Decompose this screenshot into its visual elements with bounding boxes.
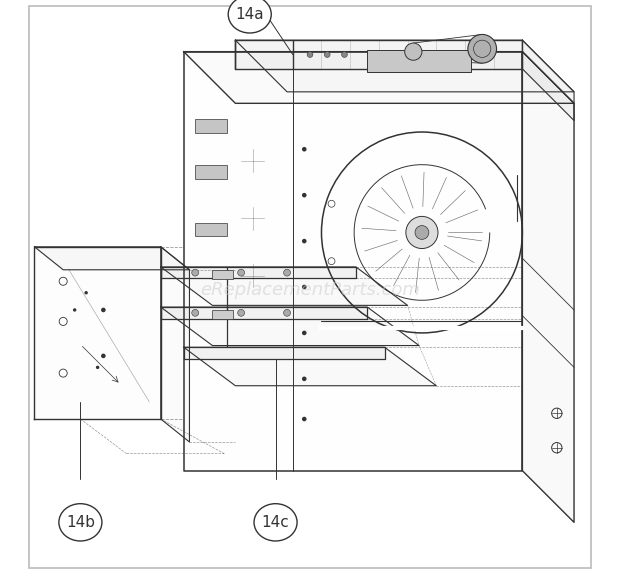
Bar [195, 223, 227, 236]
Bar [195, 165, 227, 179]
Ellipse shape [468, 34, 497, 63]
Circle shape [302, 239, 306, 243]
Ellipse shape [254, 504, 297, 541]
Circle shape [415, 226, 429, 239]
Polygon shape [236, 40, 574, 92]
Circle shape [302, 193, 306, 197]
Circle shape [283, 269, 291, 276]
Circle shape [101, 354, 105, 358]
Circle shape [96, 366, 99, 369]
Circle shape [73, 308, 76, 312]
Circle shape [101, 308, 105, 312]
Polygon shape [184, 347, 384, 359]
Polygon shape [161, 267, 407, 305]
Polygon shape [35, 247, 190, 270]
Text: 14a: 14a [236, 7, 264, 22]
Circle shape [192, 269, 198, 276]
FancyBboxPatch shape [29, 6, 591, 568]
Circle shape [302, 377, 306, 381]
Polygon shape [184, 52, 574, 103]
Text: 14b: 14b [66, 515, 95, 530]
FancyBboxPatch shape [368, 50, 471, 72]
Text: 14c: 14c [262, 515, 290, 530]
Circle shape [192, 309, 198, 316]
Circle shape [84, 291, 88, 294]
Circle shape [302, 285, 306, 289]
Polygon shape [236, 40, 523, 69]
Ellipse shape [405, 43, 422, 60]
Circle shape [302, 147, 306, 152]
Polygon shape [161, 307, 368, 319]
Polygon shape [161, 307, 419, 346]
Polygon shape [35, 247, 161, 419]
Polygon shape [184, 52, 523, 471]
Polygon shape [184, 347, 436, 386]
Bar [213, 270, 232, 279]
Polygon shape [161, 247, 190, 442]
Polygon shape [161, 267, 356, 278]
Bar [213, 310, 232, 319]
Ellipse shape [59, 504, 102, 541]
Circle shape [237, 309, 244, 316]
Circle shape [324, 52, 330, 57]
Circle shape [302, 417, 306, 421]
Circle shape [237, 269, 244, 276]
Circle shape [342, 52, 347, 57]
Bar [195, 119, 227, 133]
Circle shape [307, 52, 313, 57]
Polygon shape [523, 40, 574, 121]
Polygon shape [523, 52, 574, 522]
Ellipse shape [228, 0, 272, 33]
Circle shape [283, 309, 291, 316]
Circle shape [302, 331, 306, 335]
Text: eReplacementParts.com: eReplacementParts.com [200, 281, 420, 299]
Circle shape [406, 216, 438, 249]
